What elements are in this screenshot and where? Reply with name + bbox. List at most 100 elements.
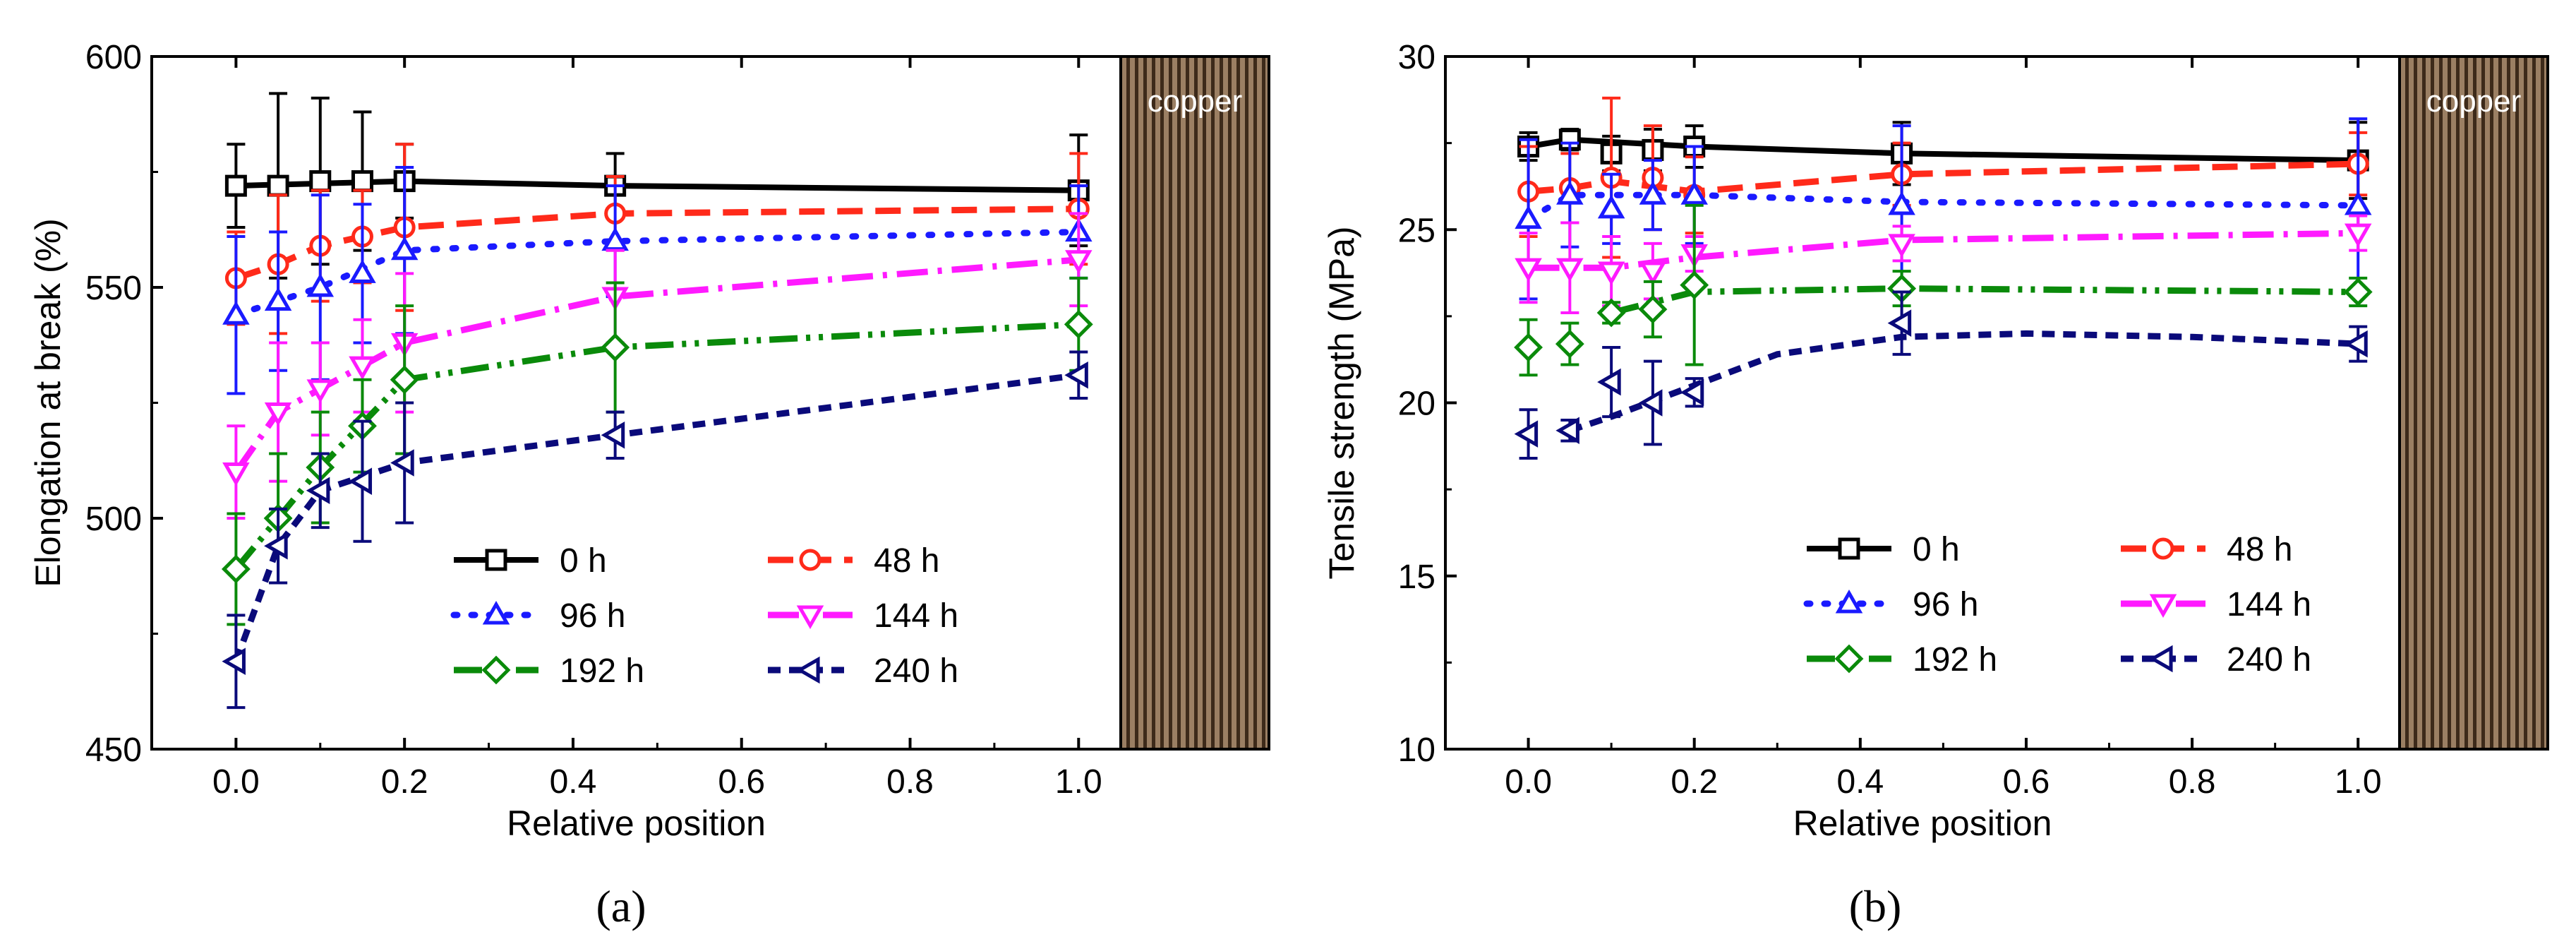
legend-marker: [482, 601, 510, 625]
data-point: [1597, 194, 1625, 219]
legend-label: 192 h: [1913, 641, 1997, 679]
y-tick-label: 20: [1398, 386, 1436, 423]
data-point: [306, 477, 330, 505]
legend-marker: [799, 549, 821, 571]
data-point: [601, 227, 629, 251]
y-tick-label: 15: [1398, 558, 1436, 596]
y-tick-label: 25: [1398, 212, 1436, 249]
data-point: [1680, 378, 1704, 407]
legend-marker: [2152, 537, 2174, 560]
x-tick-label: 0.6: [718, 763, 765, 801]
data-point: [1639, 181, 1667, 205]
data-point: [1680, 270, 1709, 300]
data-point: [390, 365, 419, 395]
data-point: [1887, 309, 1912, 337]
legend-label: 240 h: [2227, 641, 2311, 679]
data-point: [264, 402, 292, 426]
data-point: [1514, 333, 1543, 362]
legend: 0 h 48 h 96 h 144 h 192 h 240 h: [450, 542, 958, 690]
x-tick-label: 0.4: [550, 763, 597, 801]
x-tick-label: 0.2: [1671, 763, 1718, 801]
plot-frame: [150, 55, 1122, 751]
data-point: [1514, 420, 1539, 448]
legend-marker: [1838, 537, 1860, 560]
data-point: [222, 301, 250, 325]
data-point: [1638, 294, 1668, 324]
data-point: [1638, 389, 1663, 417]
data-point: [264, 287, 292, 311]
data-point: [1064, 361, 1088, 389]
data-point: [1888, 191, 1915, 215]
data-point: [224, 174, 247, 197]
copper-label: copper: [1148, 84, 1243, 119]
y-axis-label: Elongation at break (%): [28, 218, 68, 587]
y-tick-label: 450: [85, 731, 142, 769]
data-point: [222, 647, 246, 676]
legend-marker: [481, 655, 511, 685]
panel-b-chart: copper 0.0 0.2 0.4 0.6 0.8 1.0 10 15 20 25 30 Relati…: [1322, 39, 2549, 843]
data-point: [1515, 258, 1542, 282]
copper-block: [2398, 55, 2549, 751]
panel-b-label: (b): [1849, 881, 1902, 931]
data-point: [1888, 234, 1915, 258]
y-tick-label: 30: [1398, 39, 1436, 76]
panel-a-label: (a): [596, 881, 646, 931]
legend-label: 48 h: [874, 542, 939, 580]
data-point: [348, 467, 373, 495]
data-point: [1596, 298, 1626, 328]
y-tick-label: 10: [1398, 731, 1436, 769]
data-point: [1639, 261, 1667, 286]
x-tick-label: 0.6: [2003, 763, 2050, 801]
data-point: [1597, 368, 1621, 396]
legend-marker: [796, 605, 824, 629]
data-point: [267, 174, 289, 197]
data-point: [264, 532, 288, 560]
data-point: [2344, 330, 2368, 358]
data-point: [601, 333, 630, 362]
copper-label: copper: [2426, 84, 2522, 119]
legend-label: 240 h: [874, 652, 958, 690]
data-point: [349, 259, 376, 283]
series-240h: [1514, 290, 2368, 460]
x-tick-label: 1.0: [2335, 763, 2382, 801]
y-tick-label: 500: [85, 501, 142, 538]
x-tick-label: 0.4: [1836, 763, 1884, 801]
copper-block: [1119, 55, 1270, 751]
x-axis-label: Relative position: [1793, 803, 2052, 843]
data-point: [221, 554, 251, 584]
series-0h: [224, 92, 1090, 280]
legend-marker: [2149, 594, 2177, 618]
x-tick-label: 1.0: [1055, 763, 1102, 801]
legend-marker: [1834, 644, 1864, 674]
data-point: [306, 379, 335, 403]
data-point: [1556, 258, 1584, 282]
data-point: [2343, 277, 2373, 306]
data-point: [1556, 181, 1584, 205]
data-point: [1064, 309, 1093, 339]
data-point: [306, 273, 335, 297]
x-tick-label: 0.8: [2169, 763, 2216, 801]
x-axis-label: Relative position: [507, 803, 766, 843]
series-240h: [222, 350, 1088, 710]
data-point: [309, 170, 332, 193]
y-tick-label: 550: [85, 270, 142, 307]
legend-label: 144 h: [2227, 586, 2311, 623]
data-point: [1065, 250, 1093, 274]
legend-marker: [796, 656, 820, 684]
legend-label: 0 h: [1913, 531, 1960, 568]
data-point: [222, 462, 250, 486]
x-tick-label: 0.0: [1505, 763, 1552, 801]
data-point: [2344, 223, 2372, 248]
legend-label: 144 h: [874, 597, 958, 635]
data-point: [390, 449, 414, 477]
data-point: [1555, 417, 1579, 445]
legend-marker: [1835, 590, 1863, 614]
data-point: [2344, 191, 2372, 215]
x-tick-label: 0.8: [886, 763, 934, 801]
y-axis-label: Tensile strength (MPa): [1322, 226, 1361, 579]
y-tick-label: 600: [85, 39, 142, 76]
legend-label: 48 h: [2227, 531, 2292, 568]
data-point: [1515, 205, 1542, 229]
legend-marker: [485, 549, 507, 571]
legend-label: 96 h: [1913, 586, 1978, 623]
